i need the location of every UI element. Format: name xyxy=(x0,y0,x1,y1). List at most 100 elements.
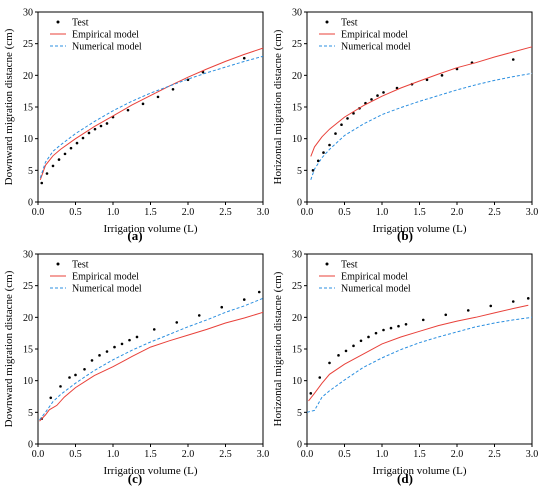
test-point xyxy=(120,342,124,346)
test-point xyxy=(135,335,139,339)
test-point xyxy=(152,328,156,331)
y-tick-label: 20 xyxy=(23,313,33,324)
y-axis-title: Horizontal migration distacne (cm) xyxy=(272,271,284,426)
test-point xyxy=(316,159,320,163)
test-point xyxy=(51,164,55,168)
y-tick-label: 10 xyxy=(23,134,33,145)
empirical-model-line xyxy=(39,47,264,180)
x-tick-label: 2.0 xyxy=(182,207,195,218)
test-point xyxy=(49,396,53,400)
legend-numerical-label: Numerical model xyxy=(341,42,411,53)
test-point xyxy=(382,91,385,94)
y-tick-label: 25 xyxy=(23,281,33,292)
test-point xyxy=(421,318,425,322)
legend-test-marker xyxy=(56,262,60,266)
test-point xyxy=(197,314,201,317)
legend-numerical-label: Numerical model xyxy=(341,284,411,295)
x-tick-label: 1.0 xyxy=(376,449,389,460)
test-point xyxy=(83,367,86,371)
y-tick-label: 0 xyxy=(28,440,33,451)
plot-frame xyxy=(306,11,533,203)
test-point xyxy=(346,117,349,120)
test-point xyxy=(257,290,261,294)
numerical-model-line xyxy=(39,297,264,421)
y-tick-label: 5 xyxy=(28,408,33,419)
y-tick-label: 20 xyxy=(292,71,302,82)
y-axis-title: Horizontal migration distacne (cm) xyxy=(272,29,284,184)
legend-empirical-label: Empirical model xyxy=(72,272,139,283)
test-point xyxy=(68,376,71,379)
test-point xyxy=(397,324,400,328)
test-point xyxy=(40,181,44,185)
test-point xyxy=(93,127,97,131)
x-tick-label: 2.0 xyxy=(182,449,195,460)
test-point xyxy=(141,102,145,106)
panel-c: 0.0 0.5 1.0 1.5 2.0 2.5 3.0 0 5 10 15 20 25 30 Irrigat… xyxy=(3,250,269,487)
test-point xyxy=(425,78,429,82)
y-tick-label: 25 xyxy=(292,39,302,50)
x-tick-label: 2.5 xyxy=(219,449,232,460)
test-point xyxy=(113,345,116,349)
test-point xyxy=(63,152,67,156)
x-tick-label: 2.5 xyxy=(488,449,501,460)
test-point xyxy=(359,339,363,343)
x-tick-label: 0.5 xyxy=(338,449,351,460)
numerical-model-line xyxy=(310,72,533,180)
test-point xyxy=(75,141,79,145)
y-tick-label: 30 xyxy=(23,250,33,261)
panel-a: 0.0 0.5 1.0 1.5 2.0 2.5 3.0 0 5 10 15 20 25 30 Irrigat… xyxy=(3,8,269,244)
test-point xyxy=(440,74,444,77)
test-point xyxy=(171,87,175,91)
test-point xyxy=(156,95,160,99)
empirical-model-line xyxy=(39,311,264,422)
y-tick-label: 20 xyxy=(292,313,302,324)
test-point xyxy=(511,58,515,61)
y-tick-label: 10 xyxy=(292,376,302,387)
test-point xyxy=(90,359,94,362)
x-tick-label: 1.5 xyxy=(144,207,157,218)
plot-frame xyxy=(37,253,264,445)
test-point xyxy=(376,94,379,97)
y-tick-label: 30 xyxy=(23,8,33,19)
y-tick-label: 20 xyxy=(23,71,33,82)
legend-numerical-label: Numerical model xyxy=(72,42,142,53)
test-point xyxy=(128,338,131,342)
legend-test-label: Test xyxy=(341,18,358,29)
x-tick-label: 3.0 xyxy=(257,207,270,218)
y-tick-label: 15 xyxy=(23,103,33,114)
test-point xyxy=(352,112,355,115)
panel-d: 0.0 0.5 1.0 1.5 2.0 2.5 3.0 0 5 10 15 20 25 30 Irrigat… xyxy=(272,250,538,487)
test-point xyxy=(318,376,322,379)
test-point xyxy=(309,392,313,395)
legend-empirical-label: Empirical model xyxy=(341,30,408,41)
x-tick-label: 3.0 xyxy=(526,449,539,460)
plot-frame xyxy=(37,11,264,203)
x-tick-label: 0.0 xyxy=(32,449,45,460)
test-point xyxy=(466,309,470,312)
y-tick-label: 5 xyxy=(28,166,33,177)
test-point xyxy=(105,350,109,353)
y-tick-label: 15 xyxy=(292,345,302,356)
test-point xyxy=(367,335,370,339)
test-point xyxy=(74,373,77,377)
test-point xyxy=(389,326,393,330)
numerical-model-line xyxy=(306,316,533,413)
x-tick-label: 0.0 xyxy=(301,449,314,460)
test-point xyxy=(69,146,73,150)
test-point xyxy=(81,136,85,140)
test-point xyxy=(57,158,61,161)
legend-test-label: Test xyxy=(72,260,89,271)
test-point xyxy=(45,172,49,175)
x-tick-label: 3.0 xyxy=(257,449,270,460)
x-tick-label: 0.5 xyxy=(69,449,82,460)
test-point xyxy=(186,78,190,82)
x-tick-label: 0.0 xyxy=(32,207,45,218)
test-point xyxy=(511,300,515,303)
x-tick-label: 3.0 xyxy=(526,207,539,218)
legend-empirical-label: Empirical model xyxy=(72,30,139,41)
y-tick-label: 0 xyxy=(28,198,33,209)
y-tick-label: 25 xyxy=(23,39,33,50)
x-tick-label: 0.5 xyxy=(69,207,82,218)
